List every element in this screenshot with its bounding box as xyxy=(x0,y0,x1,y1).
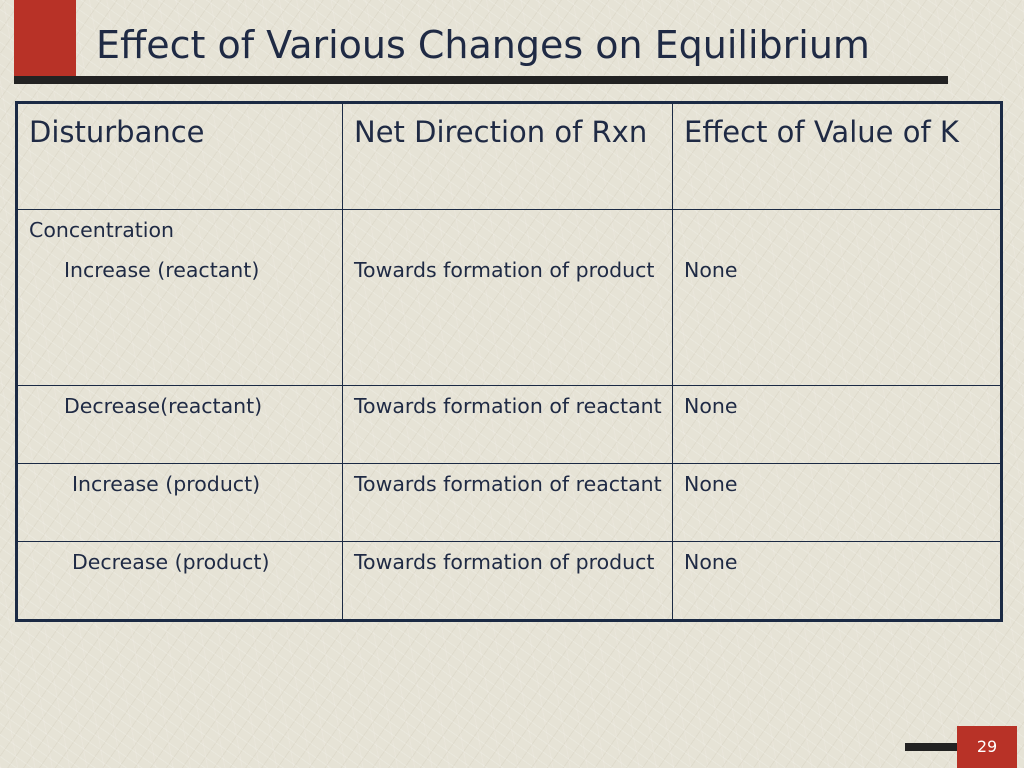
disturbance-cell: Decrease(reactant) xyxy=(16,385,343,464)
concentration-group-label: Concentration xyxy=(29,218,175,242)
disturbance-cell: Increase (product) xyxy=(16,463,343,542)
equilibrium-table-container: Disturbance Net Direction of Rxn Effect … xyxy=(15,101,1003,622)
footer-rule xyxy=(905,743,957,751)
table-row: Increase (product) Towards formation of … xyxy=(16,463,1002,542)
table-header-row: Disturbance Net Direction of Rxn Effect … xyxy=(16,102,1002,210)
title-accent-block xyxy=(14,0,76,84)
disturbance-label: Increase (reactant) xyxy=(64,258,260,282)
effect-cell: None xyxy=(672,463,1002,542)
header-disturbance: Disturbance xyxy=(16,102,343,210)
title-underline-rule xyxy=(14,76,948,84)
direction-cell: Towards formation of reactant xyxy=(342,463,673,542)
disturbance-cell: Concentration Increase (reactant) xyxy=(16,209,343,386)
equilibrium-effects-table: Disturbance Net Direction of Rxn Effect … xyxy=(15,101,1003,622)
direction-cell: Towards formation of product xyxy=(342,209,673,386)
effect-cell: None xyxy=(672,541,1002,621)
table-row: Decrease(reactant) Towards formation of … xyxy=(16,385,1002,464)
disturbance-cell: Decrease (product) xyxy=(16,541,343,621)
direction-label: Towards formation of product xyxy=(354,258,655,282)
table-row: Concentration Increase (reactant) Toward… xyxy=(16,209,1002,386)
direction-cell: Towards formation of product xyxy=(342,541,673,621)
direction-cell: Towards formation of reactant xyxy=(342,385,673,464)
header-net-direction: Net Direction of Rxn xyxy=(342,102,673,210)
slide-title: Effect of Various Changes on Equilibrium xyxy=(96,23,870,67)
table-row: Decrease (product) Towards formation of … xyxy=(16,541,1002,621)
header-effect-on-k: Effect of Value of K xyxy=(672,102,1002,210)
effect-cell: None xyxy=(672,209,1002,386)
effect-cell: None xyxy=(672,385,1002,464)
effect-label: None xyxy=(684,258,738,282)
page-number: 29 xyxy=(957,726,1017,768)
